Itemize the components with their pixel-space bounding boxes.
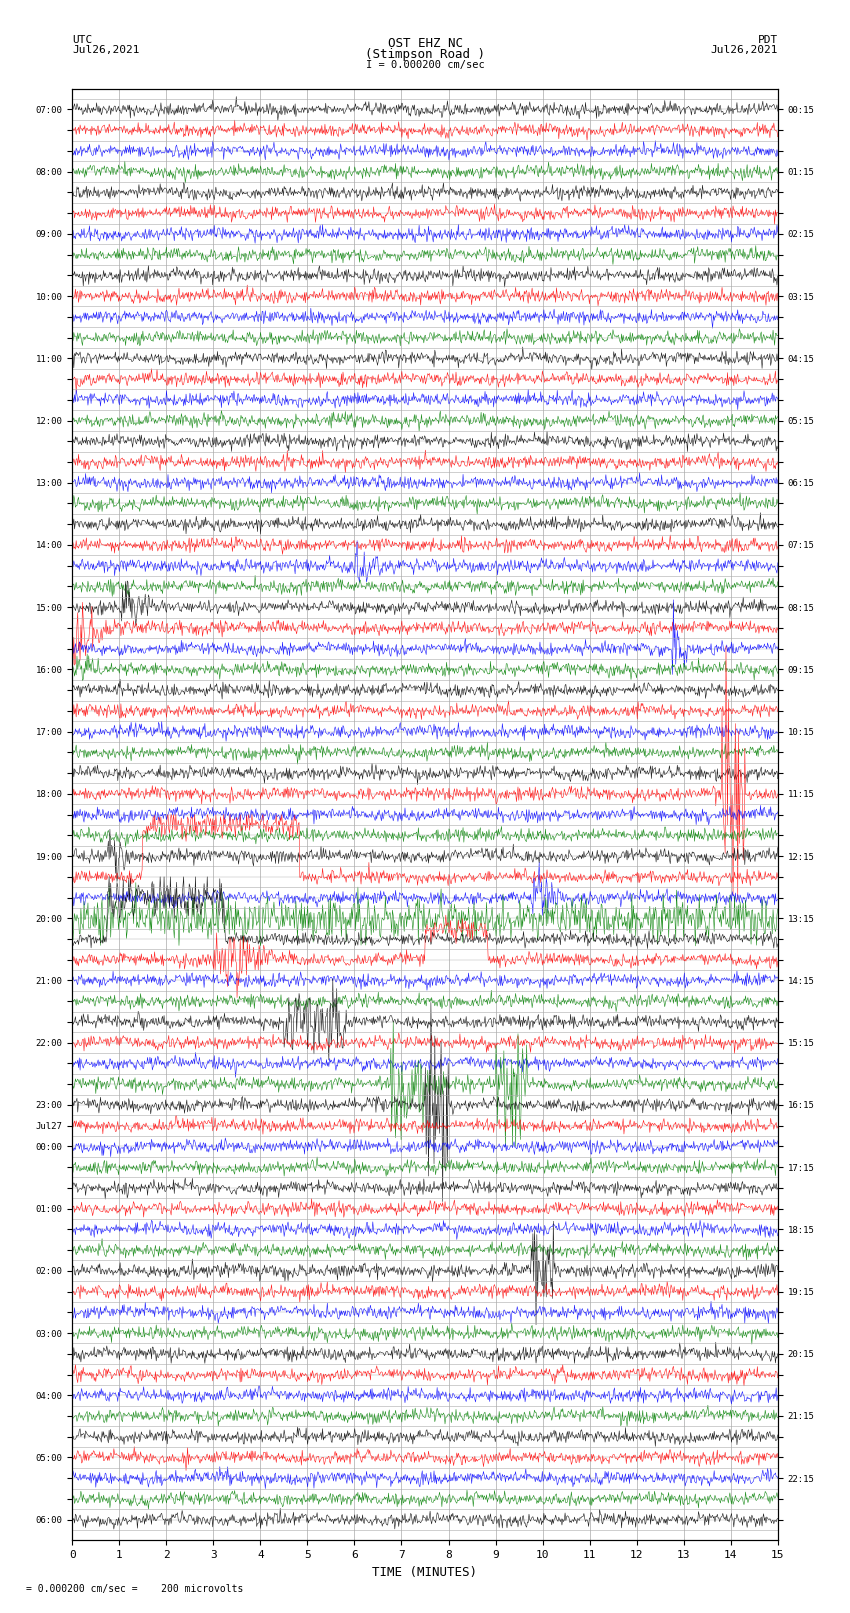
Text: Jul26,2021: Jul26,2021	[711, 45, 778, 55]
Text: Jul26,2021: Jul26,2021	[72, 45, 139, 55]
Text: PDT: PDT	[757, 35, 778, 45]
Text: = 0.000200 cm/sec =    200 microvolts: = 0.000200 cm/sec = 200 microvolts	[26, 1584, 243, 1594]
Text: I = 0.000200 cm/sec: I = 0.000200 cm/sec	[366, 60, 484, 69]
Text: UTC: UTC	[72, 35, 93, 45]
X-axis label: TIME (MINUTES): TIME (MINUTES)	[372, 1566, 478, 1579]
Text: (Stimpson Road ): (Stimpson Road )	[365, 48, 485, 61]
Text: OST EHZ NC: OST EHZ NC	[388, 37, 462, 50]
